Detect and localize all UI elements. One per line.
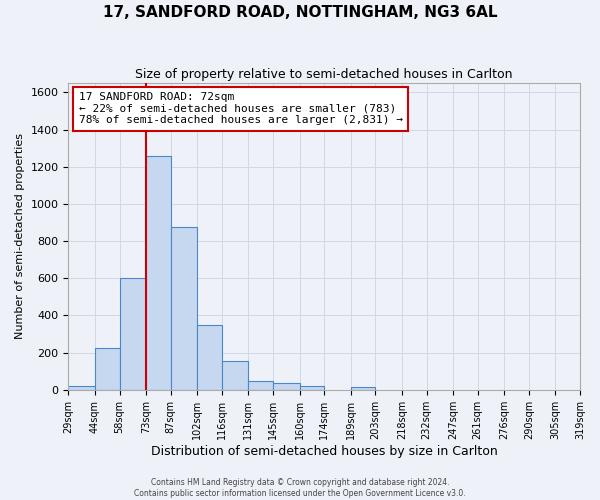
Bar xyxy=(68,386,95,390)
Bar xyxy=(222,361,248,390)
Text: 17 SANDFORD ROAD: 72sqm
← 22% of semi-detached houses are smaller (783)
78% of s: 17 SANDFORD ROAD: 72sqm ← 22% of semi-de… xyxy=(79,92,403,126)
Bar xyxy=(248,380,273,390)
X-axis label: Distribution of semi-detached houses by size in Carlton: Distribution of semi-detached houses by … xyxy=(151,444,497,458)
Bar xyxy=(95,348,119,390)
Title: Size of property relative to semi-detached houses in Carlton: Size of property relative to semi-detach… xyxy=(136,68,513,80)
Bar xyxy=(299,386,324,390)
Text: Contains HM Land Registry data © Crown copyright and database right 2024.
Contai: Contains HM Land Registry data © Crown c… xyxy=(134,478,466,498)
Bar xyxy=(197,325,222,390)
Y-axis label: Number of semi-detached properties: Number of semi-detached properties xyxy=(15,134,25,340)
Bar xyxy=(350,387,376,390)
Bar xyxy=(171,227,197,390)
Text: 17, SANDFORD ROAD, NOTTINGHAM, NG3 6AL: 17, SANDFORD ROAD, NOTTINGHAM, NG3 6AL xyxy=(103,5,497,20)
Bar xyxy=(119,278,146,390)
Bar xyxy=(273,384,299,390)
Bar xyxy=(146,156,171,390)
